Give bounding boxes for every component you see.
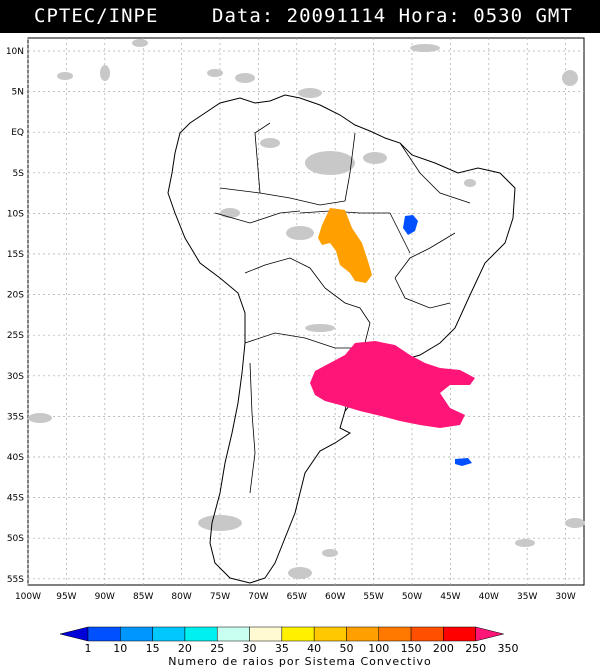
orange-system <box>318 208 372 283</box>
lon-tick-label: 45W <box>440 592 460 602</box>
convective-systems <box>310 208 475 466</box>
colorbar-label: 25 <box>210 642 224 654</box>
latitude-labels: 10N 5N EQ 5S 10S 15S 20S 25S 30S 35S 40S 45S 50S 55S <box>6 47 24 585</box>
lon-tick-label: 65W <box>287 592 307 602</box>
lat-tick-label: 25S <box>7 331 24 341</box>
blue-system-south <box>455 458 472 466</box>
colorbar-label: 200 <box>433 642 454 654</box>
lat-tick-label: 40S <box>7 453 24 463</box>
colorbar-min-arrow <box>59 626 89 642</box>
colorbar-swatch <box>152 626 186 642</box>
colorbar-swatch <box>443 626 476 642</box>
colorbar-swatch <box>216 626 250 642</box>
colorbar-label: 50 <box>339 642 353 654</box>
colorbar-swatch <box>346 626 380 642</box>
blue-system-north <box>403 215 418 235</box>
colorbar-label: 10 <box>113 642 127 654</box>
colorbar-labels: 1 10 15 20 25 30 35 40 50 100 150 200 250 350 <box>85 642 519 654</box>
colorbar-swatches <box>59 626 504 642</box>
lat-tick-label: 55S <box>7 575 24 585</box>
longitude-labels: 100W 95W 90W 85W 80W 75W 70W 65W 60W 55W 50W 45W 40W… <box>15 592 576 602</box>
time-value: 0530 GMT <box>473 5 573 27</box>
lat-tick-label: 50S <box>7 534 24 544</box>
colorbar-label: 250 <box>465 642 486 654</box>
date-time-label: Data: 20091114 Hora: 0530 GMT <box>212 5 573 27</box>
map-frame <box>27 37 585 586</box>
lat-tick-label: EQ <box>11 128 24 138</box>
lon-tick-label: 60W <box>325 592 345 602</box>
colorbar-label: 1 <box>85 642 92 654</box>
colorbar-label: 15 <box>146 642 160 654</box>
colorbar-label: 350 <box>498 642 519 654</box>
gridlines <box>27 38 584 585</box>
colorbar-label: 20 <box>178 642 192 654</box>
colorbar-label: 100 <box>368 642 389 654</box>
map-panel: 10N5NEQ5S10S15S20S25S30S35S40S45S50S55S … <box>6 37 585 602</box>
colorbar: 1 10 15 20 25 30 35 40 50 100 150 200 250 350 <box>59 626 519 654</box>
lon-tick-label: 80W <box>171 592 191 602</box>
lon-tick-label: 85W <box>133 592 153 602</box>
colorbar-swatch <box>410 626 444 642</box>
lon-tick-label: 90W <box>95 592 115 602</box>
lon-tick-label: 100W <box>15 592 41 602</box>
lat-tick-label: 15S <box>7 250 24 260</box>
lon-tick-label: 50W <box>402 592 422 602</box>
lon-tick-label: 30W <box>555 592 575 602</box>
lat-tick-label: 20S <box>7 291 24 301</box>
lon-tick-label: 35W <box>517 592 537 602</box>
lat-tick-label: 10N <box>6 47 24 57</box>
colorbar-label: 40 <box>307 642 321 654</box>
header-bar: CPTEC/INPE Data: 20091114 Hora: 0530 GMT <box>0 0 600 33</box>
cloud-cover <box>28 39 585 579</box>
colorbar-swatch <box>281 626 315 642</box>
lat-tick-label: 30S <box>7 372 24 382</box>
colorbar-swatch <box>120 626 153 642</box>
source-label: CPTEC/INPE <box>34 5 159 27</box>
colorbar-label: 30 <box>243 642 257 654</box>
time-label: Hora: <box>398 5 461 27</box>
colorbar-label: 150 <box>401 642 422 654</box>
lon-tick-label: 70W <box>248 592 268 602</box>
lat-tick-label: 10S <box>7 209 24 219</box>
colorbar-label: 35 <box>275 642 289 654</box>
lat-tick-label: 45S <box>7 494 24 504</box>
lon-tick-label: 40W <box>479 592 499 602</box>
lon-tick-label: 55W <box>363 592 383 602</box>
colorbar-title: Numero de raios por Sistema Convectivo <box>168 655 432 668</box>
colorbar-swatch <box>378 626 412 642</box>
colorbar-swatch <box>87 626 121 642</box>
colorbar-max-arrow <box>475 626 504 642</box>
date-value: 20091114 <box>286 5 387 27</box>
lat-tick-label: 5N <box>12 88 24 98</box>
colorbar-swatch <box>313 626 347 642</box>
lon-tick-label: 75W <box>210 592 230 602</box>
lon-tick-label: 95W <box>56 592 76 602</box>
lat-tick-label: 35S <box>7 412 24 422</box>
colorbar-swatch <box>184 626 218 642</box>
lat-tick-label: 5S <box>13 169 25 179</box>
date-label: Data: <box>212 5 275 27</box>
pink-system <box>310 341 475 428</box>
colorbar-swatch <box>249 626 283 642</box>
